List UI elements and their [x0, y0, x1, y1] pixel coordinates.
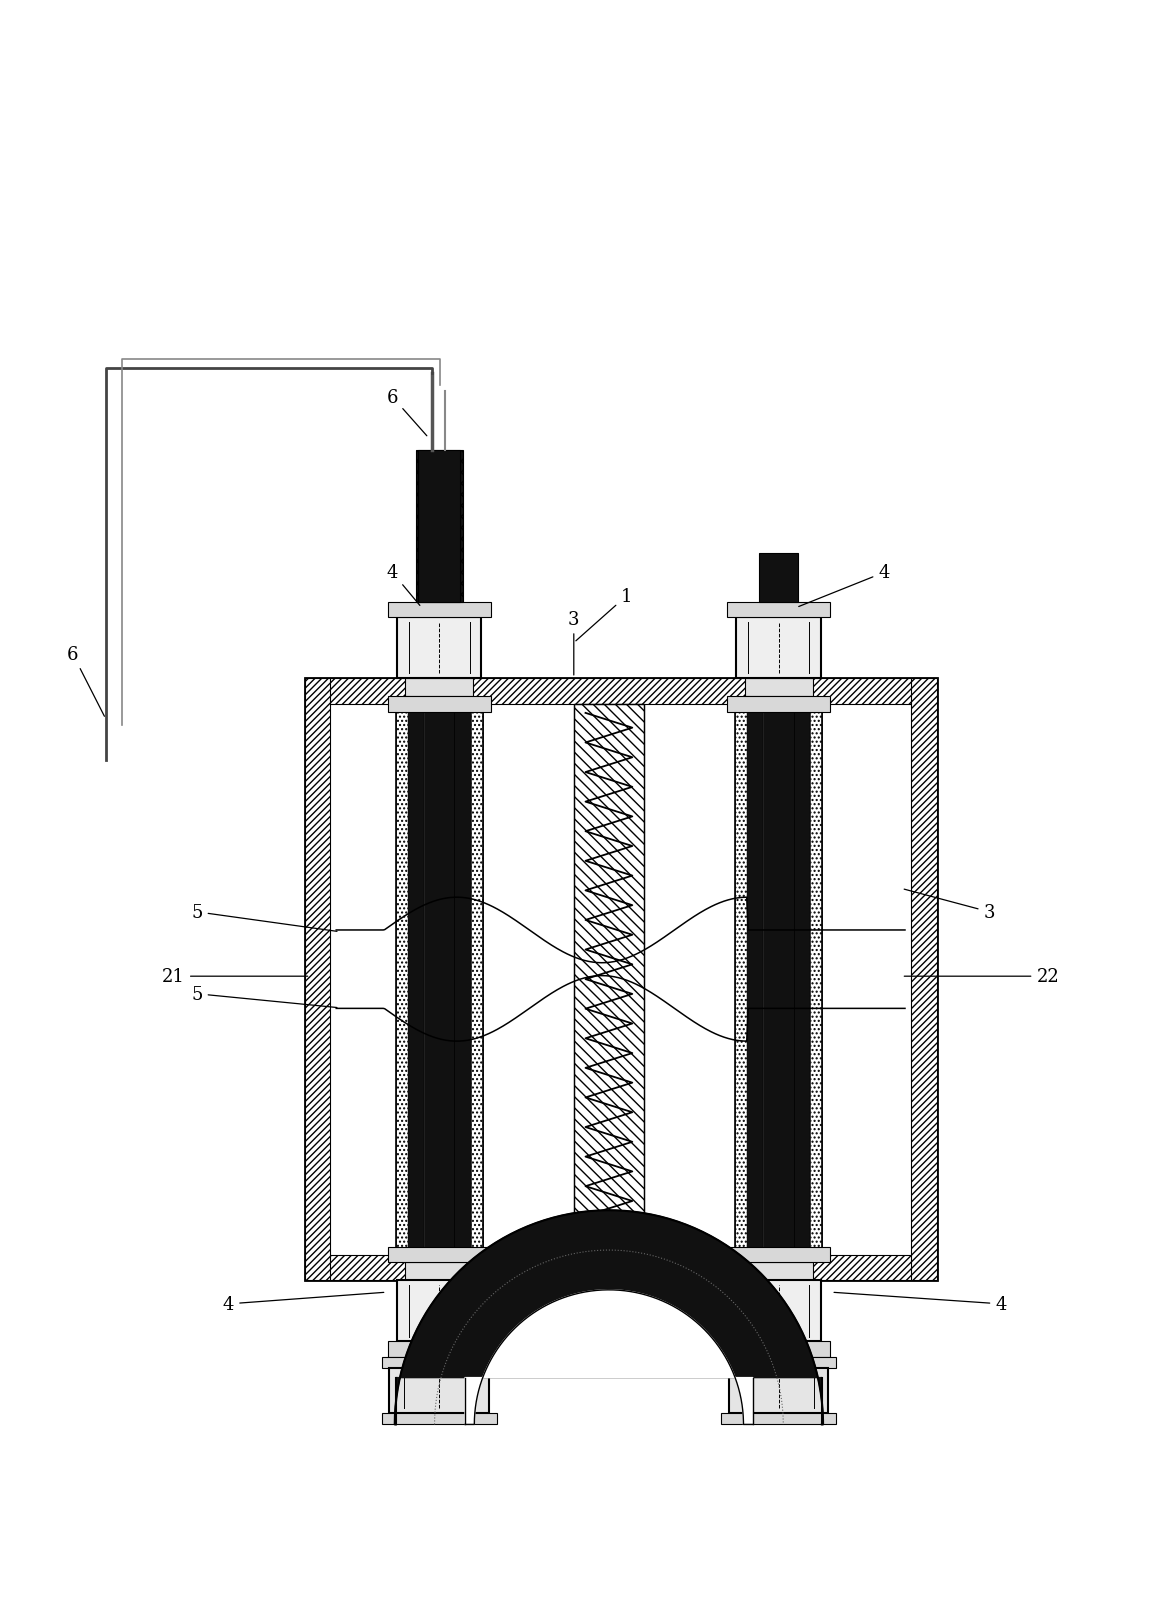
- Bar: [735, 704, 747, 1256]
- Bar: [727, 602, 830, 618]
- Bar: [759, 554, 799, 602]
- Text: 21: 21: [162, 967, 308, 986]
- Bar: [810, 704, 822, 1256]
- Bar: [304, 678, 330, 1280]
- Text: 4: 4: [799, 563, 890, 607]
- Text: 6: 6: [386, 389, 427, 436]
- Polygon shape: [465, 1290, 753, 1425]
- Text: 6: 6: [67, 646, 104, 717]
- Bar: [911, 678, 937, 1280]
- Bar: [416, 450, 463, 602]
- Bar: [408, 704, 424, 1256]
- Bar: [721, 1412, 836, 1425]
- Bar: [397, 618, 481, 678]
- Text: 3: 3: [568, 610, 580, 676]
- Bar: [304, 1256, 937, 1280]
- Text: 4: 4: [222, 1293, 384, 1314]
- Bar: [388, 1246, 491, 1262]
- Bar: [388, 1341, 491, 1357]
- Bar: [721, 1357, 836, 1369]
- Bar: [405, 678, 473, 697]
- Bar: [794, 704, 810, 1256]
- Bar: [418, 450, 460, 602]
- Bar: [390, 1369, 489, 1412]
- Bar: [382, 1412, 497, 1425]
- Bar: [574, 704, 644, 1256]
- Bar: [745, 678, 813, 697]
- Text: 5: 5: [191, 904, 337, 931]
- Bar: [763, 704, 794, 1256]
- Bar: [304, 678, 937, 1280]
- Bar: [388, 697, 491, 712]
- Bar: [388, 602, 491, 618]
- Text: 22: 22: [904, 967, 1059, 986]
- Bar: [397, 1280, 481, 1341]
- Text: 5: 5: [191, 985, 337, 1007]
- Text: 3: 3: [904, 889, 995, 922]
- Bar: [382, 1357, 497, 1369]
- Bar: [727, 697, 830, 712]
- Bar: [471, 704, 482, 1256]
- Bar: [574, 704, 644, 1256]
- Polygon shape: [395, 1210, 823, 1425]
- Bar: [424, 704, 454, 1256]
- Bar: [745, 1262, 813, 1280]
- Bar: [396, 704, 408, 1256]
- Text: 4: 4: [834, 1293, 1007, 1314]
- Text: 1: 1: [576, 587, 632, 641]
- Bar: [405, 1262, 473, 1280]
- Bar: [454, 704, 471, 1256]
- Bar: [737, 1280, 821, 1341]
- Bar: [727, 1246, 830, 1262]
- Bar: [737, 618, 821, 678]
- Text: 4: 4: [386, 563, 420, 605]
- Bar: [728, 1369, 828, 1412]
- Bar: [727, 1341, 830, 1357]
- Bar: [304, 678, 937, 704]
- Bar: [747, 704, 763, 1256]
